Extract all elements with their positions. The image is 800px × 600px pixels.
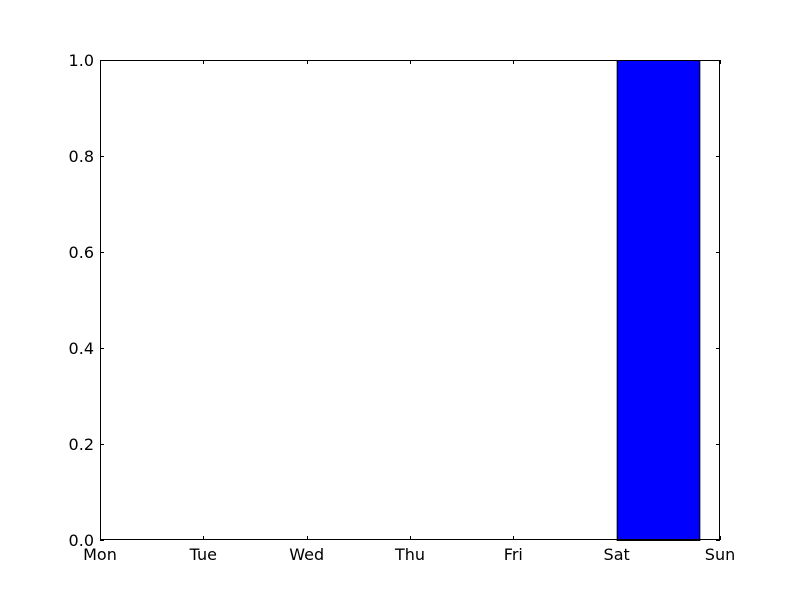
y-tick-label: 1.0	[69, 51, 94, 70]
x-tick-label: Fri	[504, 545, 523, 564]
bars-group	[616, 60, 701, 541]
x-tick-label: Wed	[289, 545, 324, 564]
y-tick-label: 0.6	[69, 243, 94, 262]
y-tick-labels: 0.0 0.2 0.4 0.6 0.8 1.0	[69, 51, 94, 550]
bar-sat	[616, 60, 701, 541]
x-tick-label: Sun	[705, 545, 735, 564]
y-tick-label: 0.8	[69, 147, 94, 166]
x-tick-label: Thu	[394, 545, 425, 564]
y-tick-label: 0.2	[69, 435, 94, 454]
y-tick-label: 0.4	[69, 339, 94, 358]
x-tick-label: Tue	[189, 545, 217, 564]
plot-area-frame	[100, 60, 720, 540]
x-tick-labels: Mon Tue Wed Thu Fri Sat Sun	[83, 545, 735, 564]
y-tick-label: 0.0	[69, 531, 94, 550]
x-tick-label: Mon	[83, 545, 117, 564]
x-tick-label: Sat	[604, 545, 630, 564]
